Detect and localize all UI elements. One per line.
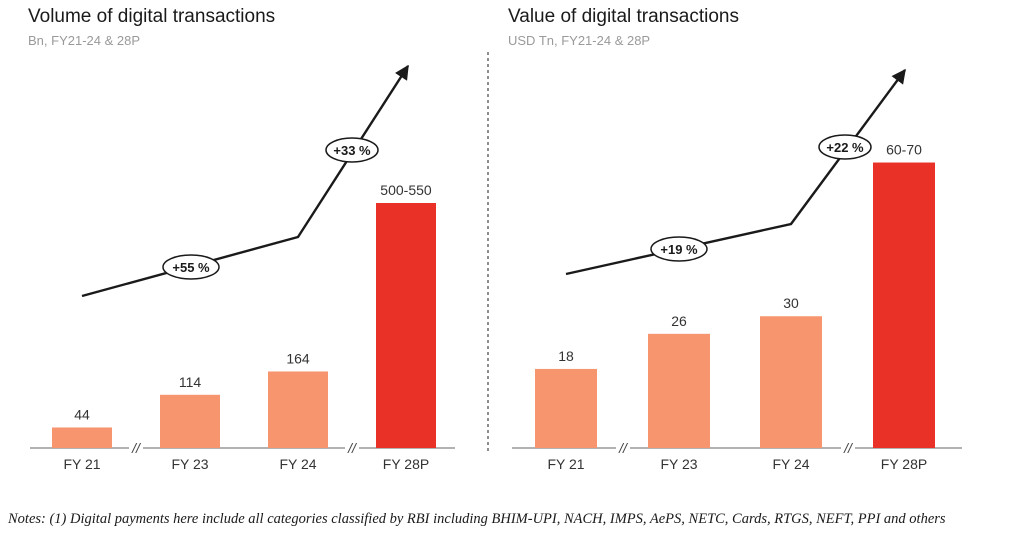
value-value-label: 60-70 [886, 142, 922, 158]
footnote: Notes: (1) Digital payments here include… [8, 511, 946, 527]
value-tick-label: FY 23 [660, 456, 697, 472]
volume-value-label: 44 [74, 406, 90, 422]
value-value-label: 26 [671, 313, 687, 329]
volume-axis-break-gap [345, 440, 359, 456]
chart-subtitle-volume: Bn, FY21-24 & 28P [28, 33, 141, 48]
value-value-label: 18 [558, 348, 574, 364]
volume-axis-break-gap [129, 440, 143, 456]
volume-value-label: 164 [286, 350, 310, 366]
value-axis-break-gap [616, 440, 630, 456]
value-axis-break-gap [841, 440, 855, 456]
value-bar [760, 316, 822, 448]
value-bar [873, 162, 935, 448]
volume-growth-badge [162, 254, 220, 280]
volume-axis-break: // [131, 440, 142, 456]
volume-growth-label: +55 % [172, 260, 210, 275]
value-bar [648, 333, 710, 448]
volume-tick-label: FY 28P [383, 456, 429, 472]
volume-value-label: 500-550 [380, 182, 432, 198]
value-growth-label: +22 % [826, 140, 864, 155]
value-value-label: 30 [783, 295, 799, 311]
volume-bar [160, 394, 220, 448]
volume-growth-badge [325, 137, 379, 163]
charts-canvas: 44 FY 21 114 FY 23 164 FY 24 500-550 FY 28P // //… [30, 52, 962, 472]
value-axis-break: // [618, 440, 629, 456]
value-bar [535, 368, 597, 448]
volume-axis-break: // [347, 440, 358, 456]
volume-bar [376, 203, 436, 448]
value-trend-arrow [565, 68, 906, 276]
value-axis-break: // [843, 440, 854, 456]
volume-tick-label: FY 23 [171, 456, 208, 472]
value-growth-badge [818, 134, 872, 160]
value-growth-badge [650, 236, 708, 262]
volume-bar [52, 427, 112, 448]
volume-bar [268, 371, 328, 448]
value-growth-label: +19 % [660, 242, 698, 257]
volume-value-label: 114 [179, 374, 202, 390]
volume-tick-label: FY 21 [63, 456, 100, 472]
volume-growth-label: +33 % [333, 143, 371, 158]
value-tick-label: FY 28P [881, 456, 927, 472]
value-tick-label: FY 24 [772, 456, 809, 472]
value-tick-label: FY 21 [547, 456, 584, 472]
chart-title-value: Value of digital transactions [508, 6, 739, 27]
volume-trend-arrow [81, 64, 410, 298]
volume-tick-label: FY 24 [279, 456, 316, 472]
chart-subtitle-value: USD Tn, FY21-24 & 28P [508, 33, 651, 48]
chart-title-volume: Volume of digital transactions [28, 6, 276, 27]
